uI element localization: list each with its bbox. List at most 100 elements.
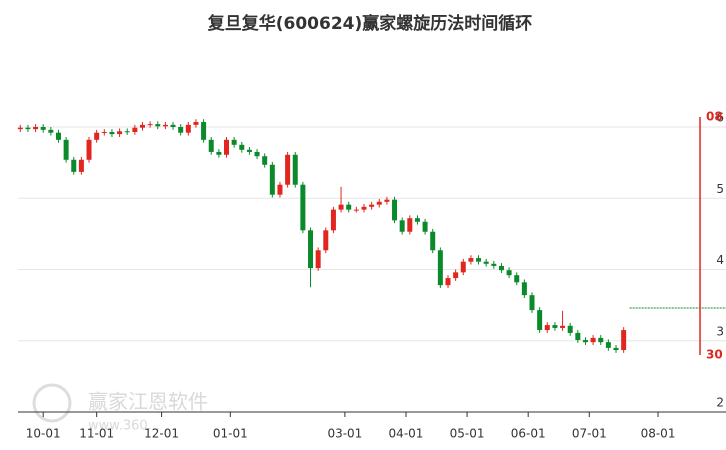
candle-body [590, 337, 596, 343]
candle-body [48, 129, 54, 133]
y-tick-label: 4 [716, 253, 724, 267]
y-tick-label: 6 [716, 111, 724, 125]
x-tick-label: 01-01 [213, 427, 248, 441]
candle-body [369, 204, 375, 207]
candle-body [506, 270, 512, 276]
candle-body [277, 184, 283, 195]
candle-body [353, 209, 359, 211]
candle-body [399, 220, 405, 232]
candle-body [109, 131, 115, 135]
candle-body [124, 131, 130, 133]
candle-body [613, 347, 619, 351]
candle-body [483, 261, 489, 264]
candle-body [269, 164, 275, 195]
candle-body [17, 127, 23, 130]
candle-body [567, 325, 573, 333]
candle-body [25, 127, 31, 130]
candle-body [162, 124, 168, 127]
candle-body [86, 139, 92, 160]
watermark: 赢家江恩软件 [88, 390, 208, 414]
x-tick-label: 10-01 [26, 427, 61, 441]
candle-body [94, 132, 100, 140]
candle-body [117, 131, 123, 135]
candle-body [139, 124, 145, 128]
chart-title: 复旦复华(600624)赢家螺旋历法时间循环 [207, 13, 533, 34]
candle-body [346, 204, 352, 210]
candle-body [285, 154, 291, 185]
candle-body [239, 144, 245, 150]
candle-body [308, 230, 314, 269]
candle-body [437, 250, 443, 286]
candle-body [392, 199, 398, 221]
candle-body [621, 330, 627, 351]
cycle-bottom-label: 30 [706, 348, 723, 362]
candle-body [430, 231, 436, 251]
x-tick-label: 05-01 [450, 427, 485, 441]
watermark-url: www.360... [88, 419, 160, 434]
candle-body [63, 139, 69, 160]
x-tick-label: 08-01 [641, 427, 676, 441]
cycle-top-label: 08 [706, 110, 723, 124]
candle-body [521, 282, 527, 296]
candle-body [208, 139, 214, 152]
candle-body [246, 149, 252, 152]
candle-body [155, 124, 161, 127]
candle-body [552, 325, 558, 328]
x-tick-label: 12-01 [144, 427, 179, 441]
candle-body [231, 139, 237, 145]
candle-body [445, 278, 451, 286]
candle-body [101, 131, 107, 133]
candle-body [216, 151, 222, 155]
candle-body [254, 151, 260, 157]
candle-body [55, 132, 61, 140]
x-tick-label: 11-01 [79, 427, 114, 441]
candle-body [460, 261, 466, 273]
candle-body [201, 122, 207, 140]
candle-body [170, 124, 176, 127]
candle-body [323, 230, 329, 251]
candle-body [338, 204, 344, 210]
candle-body [582, 340, 588, 343]
candle-body [292, 154, 298, 185]
candle-body [605, 342, 611, 348]
candle-body [422, 221, 428, 232]
candle-body [529, 295, 535, 311]
candle-body [476, 258, 482, 262]
candle-body [132, 127, 138, 132]
candle-body [468, 258, 474, 262]
candle-body [361, 206, 367, 210]
candle-body [33, 127, 39, 130]
y-tick-label: 3 [716, 324, 724, 338]
candle-body [71, 159, 77, 172]
candle-body [453, 272, 459, 279]
candle-body [384, 199, 390, 202]
candle-body [407, 218, 413, 232]
x-tick-label: 06-01 [511, 427, 546, 441]
candle-body [414, 218, 420, 222]
y-tick-label: 5 [716, 182, 724, 196]
candle-body [300, 184, 306, 231]
candle-body [514, 275, 520, 283]
candle-body [178, 127, 184, 133]
candle-body [193, 122, 199, 125]
candle-body [575, 332, 581, 341]
watermark-logo [32, 383, 72, 423]
candle-body [262, 156, 268, 165]
x-tick-label: 04-01 [389, 427, 424, 441]
candle-body [537, 310, 543, 331]
candle-body [315, 250, 321, 269]
candle-body [376, 201, 382, 205]
candle-body [330, 209, 336, 231]
candle-body [544, 325, 550, 331]
candle-body [185, 124, 191, 133]
y-tick-label: 2 [716, 396, 724, 410]
candle-body [491, 263, 497, 266]
x-tick-label: 03-01 [327, 427, 362, 441]
candle-body [147, 124, 153, 126]
candle-body [224, 139, 230, 155]
candle-body [40, 127, 46, 130]
candle-body [498, 265, 504, 271]
candle-body [598, 337, 604, 343]
x-tick-label: 07-01 [572, 427, 607, 441]
candle-body [560, 325, 566, 328]
